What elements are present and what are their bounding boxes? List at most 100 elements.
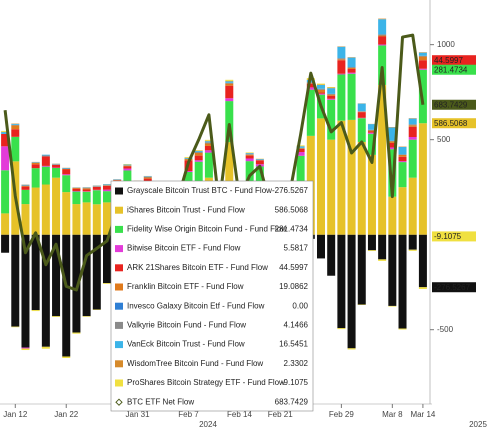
- legend: Grayscale Bitcoin Trust BTC - Fund Flow -…: [110, 180, 314, 412]
- bar-segment: [408, 125, 417, 127]
- legend-value: 281.4734: [275, 225, 309, 234]
- bar-segment: [225, 82, 234, 84]
- bar-segment: [357, 103, 366, 112]
- y-tick-label: 500: [437, 135, 451, 144]
- legend-swatch: [115, 283, 123, 291]
- bar-segment: [347, 234, 356, 349]
- bar-segment: [123, 165, 132, 166]
- bar-segment: [62, 175, 71, 193]
- bar-segment: [367, 234, 376, 251]
- bar-segment: [347, 68, 356, 73]
- bar-segment: [31, 310, 40, 312]
- legend-value: 19.0862: [279, 282, 308, 291]
- bar-segment: [418, 234, 427, 288]
- bar-segment: [225, 98, 234, 102]
- legend-swatch: [115, 379, 123, 387]
- bar-segment: [82, 191, 91, 203]
- bar-segment: [418, 60, 427, 69]
- legend-label: VanEck Bitcoin Trust - Fund Flow: [127, 340, 245, 349]
- bar-segment: [72, 188, 81, 191]
- bar-segment: [52, 164, 61, 168]
- bar-segment: [296, 147, 305, 149]
- bar-segment: [398, 234, 407, 329]
- bar-segment: [317, 234, 325, 259]
- bar-segment: [357, 112, 366, 118]
- bar-segment: [327, 99, 336, 140]
- legend-swatch: [115, 187, 123, 195]
- bar-segment: [378, 36, 387, 45]
- legend-box: [110, 180, 314, 412]
- bar-segment: [21, 186, 30, 190]
- bar-segment: [327, 87, 336, 88]
- x-tick-label: Feb 7: [178, 410, 199, 419]
- bar-segment: [347, 57, 356, 68]
- bar-segment: [408, 177, 417, 235]
- bar-segment: [21, 185, 30, 187]
- legend-swatch: [115, 225, 123, 233]
- bar-segment: [62, 356, 71, 359]
- bar-segment: [21, 184, 30, 186]
- bar-segment: [21, 204, 30, 235]
- value-tag-label: 281.4734: [434, 65, 468, 74]
- bar-segment: [317, 118, 325, 235]
- bar-segment: [123, 164, 132, 166]
- bar-segment: [378, 18, 387, 20]
- bar-segment: [62, 192, 71, 235]
- bar-segment: [408, 124, 417, 126]
- legend-value: 0.00: [292, 301, 308, 310]
- bar-segment: [378, 19, 387, 35]
- value-tag: [432, 99, 476, 110]
- bar-segment: [194, 150, 203, 151]
- bar-segment: [367, 154, 376, 235]
- bar-segment: [337, 74, 346, 121]
- bar-segment: [367, 250, 376, 252]
- bar-segment: [194, 161, 203, 187]
- bar-segment: [225, 79, 234, 81]
- bar-segment: [317, 92, 325, 94]
- bar-segment: [306, 82, 315, 84]
- bar-segment: [11, 326, 20, 328]
- bar-segment: [337, 234, 346, 329]
- x-tick-label: Feb 21: [268, 410, 293, 419]
- bar-segment: [92, 204, 101, 235]
- legend-swatch: [115, 360, 123, 368]
- bar-segment: [184, 157, 193, 159]
- bar-segment: [1, 133, 10, 147]
- bar-segment: [82, 316, 91, 317]
- bar-segment: [103, 184, 111, 186]
- bar-segment: [143, 176, 152, 178]
- x-tick-label: Feb 29: [329, 410, 354, 419]
- bar-segment: [11, 234, 20, 327]
- bar-segment: [378, 259, 387, 261]
- bar-segment: [337, 46, 346, 59]
- bar-segment: [103, 185, 111, 190]
- bar-segment: [204, 142, 213, 144]
- bar-segment: [388, 147, 397, 150]
- bar-segment: [327, 88, 336, 94]
- bar-segment: [317, 89, 325, 93]
- bar-segment: [21, 189, 30, 205]
- bar-segment: [41, 156, 50, 166]
- x-tick-label: Jan 12: [3, 410, 28, 419]
- bar-segment: [225, 85, 234, 99]
- legend-value: 16.5451: [279, 340, 308, 349]
- bar-segment: [388, 305, 397, 307]
- bar-segment: [255, 159, 264, 161]
- bar-segment: [327, 95, 336, 99]
- legend-label: WisdomTree Bitcoin Fund - Fund Flow: [127, 359, 263, 368]
- bar-segment: [337, 59, 346, 61]
- bar-segment: [327, 139, 336, 235]
- value-tag: [432, 55, 476, 66]
- legend-swatch: [115, 264, 123, 272]
- bar-segment: [398, 156, 407, 162]
- legend-label: iShares Bitcoin Trust - Fund Flow: [127, 205, 245, 214]
- bar-segment: [378, 35, 387, 37]
- bar-segment: [103, 202, 111, 235]
- bar-segment: [337, 120, 346, 235]
- net-flow-line: [3, 33, 425, 292]
- legend-value: 586.5068: [275, 205, 309, 214]
- bar-segment: [72, 190, 81, 192]
- bar-segment: [92, 234, 101, 310]
- x-tick-label: Jan 22: [54, 410, 79, 419]
- legend-label: Grayscale Bitcoin Trust BTC - Fund Flow: [127, 186, 272, 195]
